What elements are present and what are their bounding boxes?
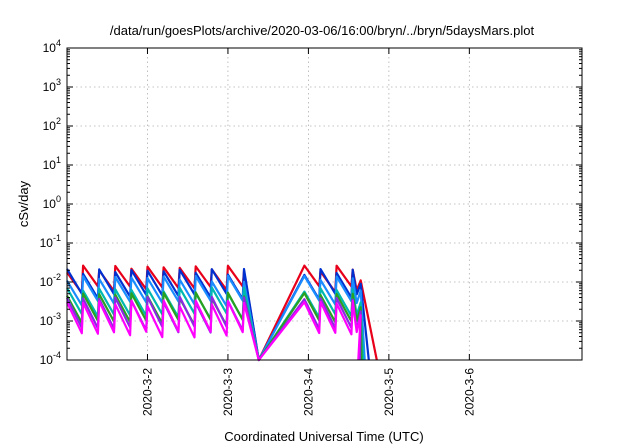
x-tick-label: 2020-3-2 [140, 368, 154, 416]
y-tick-label: 101 [43, 155, 61, 172]
y-tick-label: 104 [43, 38, 61, 55]
axis-ticks: 10-4 10-3 10-2 10-1 100 101 102 103 104 2020-3-2 2… [40, 38, 582, 416]
y-axis-title: cSv/day [16, 180, 31, 227]
series-line [66, 299, 362, 362]
y-tick-label: 102 [43, 116, 61, 133]
series-lines [66, 264, 378, 362]
grid-lines [67, 48, 582, 360]
chart-title: /data/run/goesPlots/archive/2020-03-06/1… [110, 23, 535, 38]
y-tick-label: 103 [43, 77, 61, 94]
y-tick-label: 10-3 [40, 311, 61, 328]
y-tick-label: 10-2 [40, 272, 61, 289]
x-tick-label: 2020-3-3 [221, 368, 235, 416]
x-tick-label: 2020-3-4 [301, 368, 315, 416]
x-tick-label: 2020-3-5 [382, 368, 396, 416]
y-tick-label: 100 [43, 194, 61, 211]
series-line [66, 267, 370, 362]
x-tick-label: 2020-3-6 [462, 368, 476, 416]
x-axis-title: Coordinated Universal Time (UTC) [224, 429, 423, 444]
y-tick-label: 10-1 [40, 233, 61, 250]
y-tick-label: 10-4 [40, 350, 61, 367]
